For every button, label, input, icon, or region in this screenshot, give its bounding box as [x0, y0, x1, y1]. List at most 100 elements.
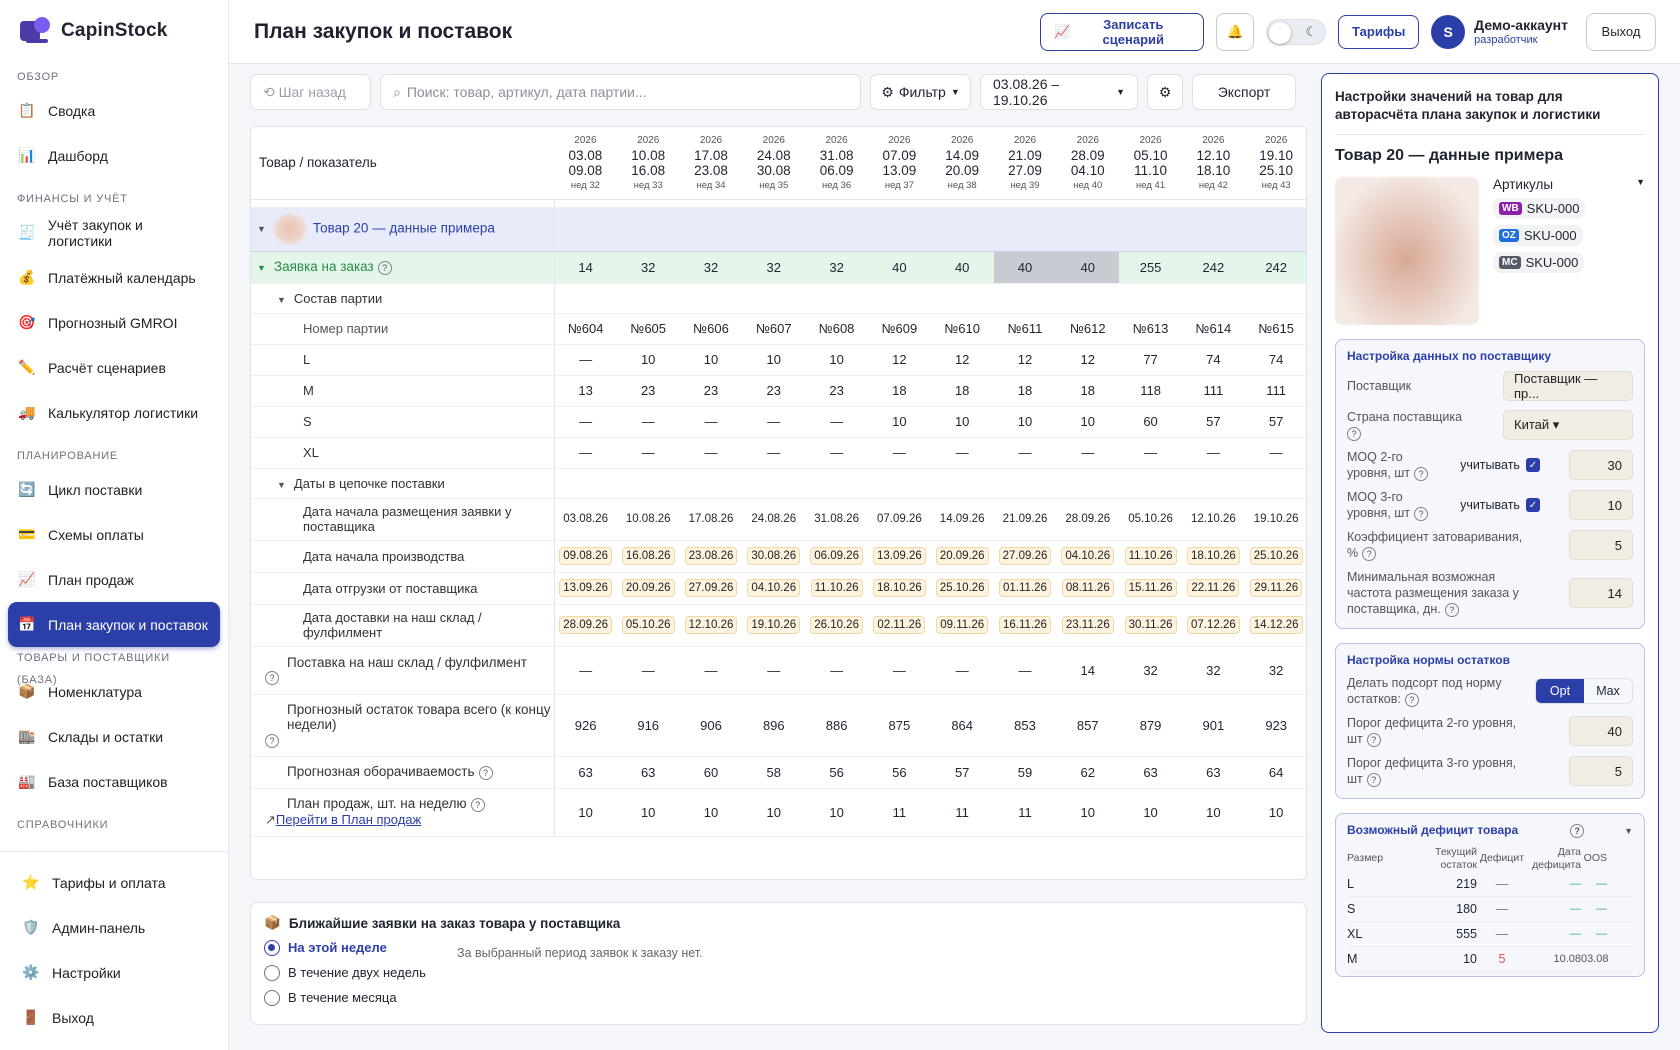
user-menu[interactable]: S Демо-аккаунт разработчик [1431, 14, 1568, 49]
sidebar-item[interactable]: 📦 Номенклатура [8, 669, 220, 714]
sidebar-item[interactable]: 📅 План закупок и поставок [8, 602, 220, 647]
help-icon[interactable]: ? [1414, 506, 1429, 521]
help-icon[interactable]: ? [1366, 732, 1381, 747]
sidebar-item[interactable]: 📋 Сводка [8, 88, 220, 133]
radio-button[interactable] [264, 964, 280, 981]
table-cell[interactable]: 40 [1056, 251, 1120, 284]
sidebar-item[interactable]: 🎯 Прогнозный GMROI [8, 300, 220, 345]
radio-button[interactable] [264, 939, 280, 956]
table-cell[interactable]: 32 [679, 251, 743, 284]
articles-dropdown[interactable]: Артикулы ▼ [1493, 177, 1645, 192]
date-range-picker[interactable]: 03.08.26 – 19.10.26 ▼ [980, 74, 1138, 110]
order-frequency-input[interactable]: 14 [1569, 578, 1633, 608]
help-icon[interactable]: ? [1362, 546, 1377, 561]
chevron-down-icon[interactable]: ▼ [257, 263, 266, 274]
sidebar-item[interactable]: 📈 План продаж [8, 557, 220, 602]
table-cell[interactable]: 32 [616, 251, 680, 284]
chevron-down-icon[interactable]: ▼ [257, 224, 266, 235]
moq3-input[interactable]: 10 [1569, 490, 1633, 520]
country-select[interactable]: Китай ▾ [1503, 410, 1633, 440]
sidebar-item[interactable]: ✏️ Расчёт сценариев [8, 345, 220, 390]
undo-button[interactable]: ⟲ Шаг назад [250, 74, 371, 110]
sku-chip[interactable]: WB SKU-000 [1493, 198, 1586, 219]
record-scenario-button[interactable]: 📈 Записать сценарий [1040, 12, 1205, 51]
help-icon[interactable]: ? [1366, 772, 1381, 787]
deficit-row: XL 555— — — [1347, 922, 1633, 947]
logout-button[interactable]: Выход [1586, 12, 1656, 51]
table-cell: 18 [867, 375, 931, 407]
tariffs-button[interactable]: Тарифы [1338, 14, 1420, 49]
table-cell[interactable]: 40 [867, 251, 931, 284]
period-radio[interactable]: В течение двух недель [264, 964, 1293, 981]
sidebar-item[interactable]: ⚙️ Настройки [8, 950, 220, 995]
chevron-down-icon[interactable]: ▼ [277, 294, 286, 305]
table-cell[interactable]: 40 [930, 251, 994, 284]
sidebar-item[interactable]: 🚪 Выход [8, 995, 220, 1040]
help-icon[interactable]: ? [1414, 466, 1429, 481]
opt-option[interactable]: Opt [1536, 679, 1584, 703]
table-cell[interactable]: 32 [742, 251, 806, 284]
table-cell[interactable]: 14 [554, 251, 617, 284]
help-icon[interactable]: ? [1347, 426, 1361, 441]
table-row: L —10 10 10 10 12 12 12 12 77 74 74 [251, 344, 1306, 376]
table-cell[interactable]: 32 [805, 251, 868, 284]
sidebar-item[interactable]: 🧾 Учёт закупок и логистики [8, 210, 220, 255]
supplier-select[interactable]: Поставщик — пр... [1503, 371, 1633, 401]
sidebar-item[interactable]: 🔄 Цикл поставки [8, 467, 220, 512]
notifications-button[interactable]: 🔔 [1216, 12, 1255, 51]
overstock-input[interactable]: 5 [1569, 530, 1633, 560]
sidebar-item[interactable]: 🏭 База поставщиков [8, 759, 220, 804]
sidebar-item[interactable]: 🏬 Склады и остатки [8, 714, 220, 759]
table-cell: 17.08.26 [679, 498, 743, 541]
table-cell[interactable]: 242 [1244, 251, 1306, 284]
period-radio[interactable]: На этой неделе [264, 939, 1293, 956]
radio-button[interactable] [264, 989, 280, 1006]
moq3-checkbox[interactable]: учитывать ✓ [1460, 498, 1540, 512]
sidebar-item[interactable]: 📊 Дашборд [8, 133, 220, 178]
help-icon[interactable]: ? [1570, 823, 1585, 838]
table-cell: 59 [993, 756, 1057, 789]
max-option[interactable]: Max [1596, 684, 1620, 698]
table-cell: 63 [616, 756, 680, 789]
export-button[interactable]: Экспорт [1192, 74, 1296, 110]
orders-empty-message: За выбранный период заявок к заказу нет. [457, 946, 703, 960]
table-cell: 21.09.26 [993, 498, 1057, 541]
help-icon[interactable]: ? [265, 671, 279, 686]
filter-button[interactable]: ⚙ Фильтр ▼ [870, 74, 971, 110]
chevron-down-icon[interactable]: ▼ [277, 479, 286, 490]
moq2-checkbox[interactable]: учитывать ✓ [1460, 458, 1540, 472]
sku-chip[interactable]: OZ SKU-000 [1493, 225, 1583, 246]
sidebar-item[interactable]: 🛡️ Админ-панель [8, 905, 220, 950]
deficit2-input[interactable]: 40 [1569, 716, 1633, 746]
help-icon[interactable]: ? [265, 733, 279, 748]
sidebar-item[interactable]: 💰 Платёжный календарь [8, 255, 220, 300]
settings-button[interactable]: ⚙ [1147, 74, 1183, 110]
theme-toggle[interactable]: ☾ [1266, 18, 1327, 45]
period-radio[interactable]: В течение месяца [264, 989, 1293, 1006]
search-input[interactable]: ⌕ Поиск: товар, артикул, дата партии... [380, 74, 861, 110]
brand[interactable]: CapinStock [0, 0, 228, 62]
moq2-input[interactable]: 30 [1569, 450, 1633, 480]
help-icon[interactable]: ? [470, 797, 485, 812]
product-name[interactable]: Товар 20 — данные примера [312, 220, 495, 236]
sidebar-item[interactable]: 📚 База знаний [8, 836, 220, 851]
help-icon[interactable]: ? [1404, 692, 1419, 707]
table-cell: 23.11.26 [1056, 604, 1120, 647]
help-icon[interactable]: ? [478, 765, 493, 780]
table-cell: — [993, 646, 1057, 695]
sidebar-item[interactable]: ⭐ Тарифы и оплата [8, 860, 220, 905]
deficit-card-header[interactable]: Возможный дефицит товара? ▼ [1347, 823, 1633, 838]
help-icon[interactable]: ? [377, 260, 392, 275]
table-cell[interactable]: 255 [1119, 251, 1182, 284]
table-cell: 28.09.26 [554, 604, 617, 647]
sales-plan-link[interactable]: Перейти в План продаж [275, 811, 422, 827]
sidebar-item[interactable]: 🚚 Калькулятор логистики [8, 390, 220, 435]
sku-chip[interactable]: MC SKU-000 [1493, 252, 1585, 273]
nav-section-label: Товары и поставщики (база) [17, 652, 170, 686]
table-cell[interactable]: 40 [993, 251, 1057, 284]
help-icon[interactable]: ? [1444, 602, 1459, 617]
topup-mode-switch[interactable]: Opt Max [1535, 678, 1633, 704]
sidebar-item[interactable]: 💳 Схемы оплаты [8, 512, 220, 557]
table-cell[interactable]: 242 [1181, 251, 1245, 284]
deficit3-input[interactable]: 5 [1569, 756, 1633, 786]
